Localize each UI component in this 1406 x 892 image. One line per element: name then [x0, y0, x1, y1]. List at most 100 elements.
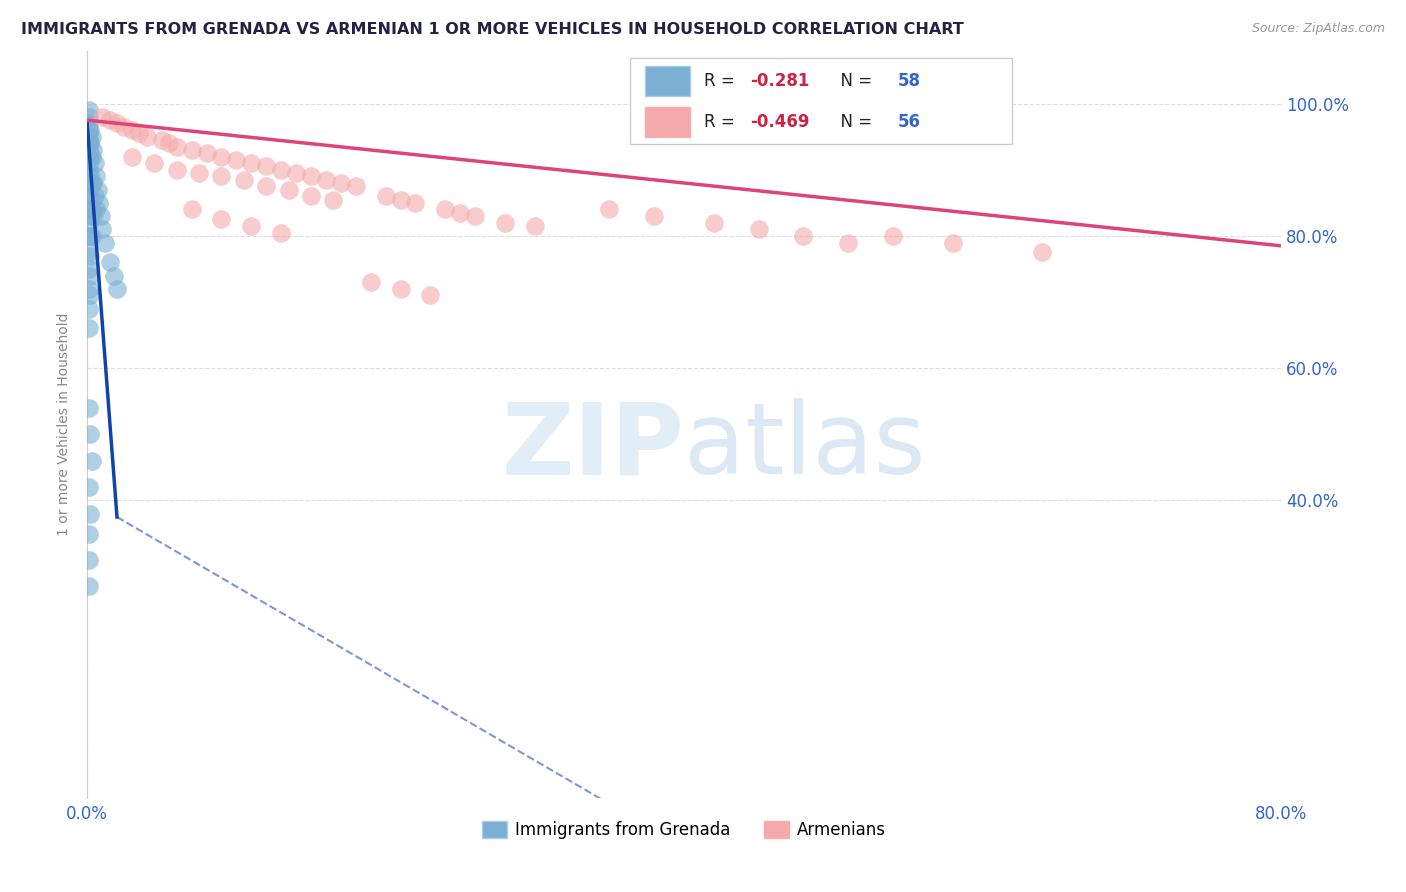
Point: [83, 189, 105, 203]
Point: [79, 427, 101, 442]
Point: [80, 202, 103, 217]
Point: [404, 195, 426, 210]
Point: [157, 136, 180, 151]
Point: [77, 149, 100, 163]
Point: [494, 216, 516, 230]
Point: [77, 553, 100, 567]
Point: [77, 321, 100, 335]
Point: [434, 202, 457, 217]
Point: [79, 249, 101, 263]
Point: [643, 209, 665, 223]
Point: [80, 149, 103, 163]
Point: [748, 222, 770, 236]
Point: [77, 401, 100, 415]
Point: [188, 166, 211, 180]
Point: [79, 507, 101, 521]
Text: 58: 58: [898, 71, 921, 89]
Text: N =: N =: [830, 71, 877, 89]
Point: [77, 301, 100, 316]
Point: [80, 454, 103, 468]
FancyBboxPatch shape: [645, 107, 690, 136]
Point: [143, 156, 166, 170]
Point: [464, 209, 486, 223]
Point: [225, 153, 247, 167]
Point: [150, 133, 173, 147]
Point: [82, 209, 104, 223]
Text: atlas: atlas: [685, 399, 925, 495]
Point: [121, 149, 143, 163]
Point: [86, 183, 108, 197]
Point: [77, 480, 100, 494]
Point: [79, 268, 101, 283]
Text: R =: R =: [704, 71, 741, 89]
Point: [195, 146, 218, 161]
Point: [882, 228, 904, 243]
Point: [98, 255, 121, 269]
Point: [419, 288, 441, 302]
Point: [389, 193, 412, 207]
Point: [254, 160, 277, 174]
Point: [240, 219, 263, 233]
Point: [389, 282, 412, 296]
Point: [84, 169, 107, 184]
Point: [360, 275, 382, 289]
Point: [77, 110, 100, 124]
Point: [232, 172, 254, 186]
Point: [77, 176, 100, 190]
Point: [121, 123, 143, 137]
Point: [166, 162, 188, 177]
Point: [240, 156, 263, 170]
Point: [128, 127, 150, 141]
Point: [77, 526, 100, 541]
Point: [77, 103, 100, 118]
Point: [211, 149, 233, 163]
Point: [211, 212, 233, 227]
Point: [77, 262, 100, 277]
Point: [79, 169, 101, 184]
Text: IMMIGRANTS FROM GRENADA VS ARMENIAN 1 OR MORE VEHICLES IN HOUSEHOLD CORRELATION : IMMIGRANTS FROM GRENADA VS ARMENIAN 1 OR…: [21, 22, 965, 37]
Point: [77, 228, 100, 243]
Point: [344, 179, 367, 194]
Point: [299, 169, 322, 184]
Point: [79, 209, 101, 223]
Text: -0.281: -0.281: [749, 71, 808, 89]
Point: [449, 205, 471, 219]
Point: [270, 226, 292, 240]
Point: [277, 183, 299, 197]
Point: [211, 169, 233, 184]
Point: [105, 282, 128, 296]
Point: [523, 219, 546, 233]
Point: [87, 195, 110, 210]
Point: [77, 202, 100, 217]
Point: [114, 120, 136, 134]
Text: ZIP: ZIP: [501, 399, 685, 495]
Legend: Immigrants from Grenada, Armenians: Immigrants from Grenada, Armenians: [475, 814, 893, 846]
Point: [315, 172, 337, 186]
FancyBboxPatch shape: [630, 58, 1012, 145]
Point: [77, 129, 100, 144]
Point: [254, 179, 277, 194]
Point: [374, 189, 396, 203]
Point: [77, 162, 100, 177]
Point: [942, 235, 965, 250]
Point: [77, 245, 100, 260]
Point: [77, 123, 100, 137]
Point: [79, 189, 101, 203]
Point: [329, 176, 352, 190]
Point: [83, 156, 105, 170]
Point: [77, 282, 100, 296]
Point: [103, 268, 125, 283]
Point: [135, 129, 157, 144]
Point: [1031, 245, 1053, 260]
Point: [98, 113, 121, 128]
Text: N =: N =: [830, 112, 877, 131]
Point: [270, 162, 292, 177]
Point: [91, 110, 114, 124]
FancyBboxPatch shape: [645, 66, 690, 95]
Point: [299, 189, 322, 203]
Point: [79, 288, 101, 302]
Point: [91, 222, 114, 236]
Point: [105, 116, 128, 130]
Point: [80, 129, 103, 144]
Point: [598, 202, 620, 217]
